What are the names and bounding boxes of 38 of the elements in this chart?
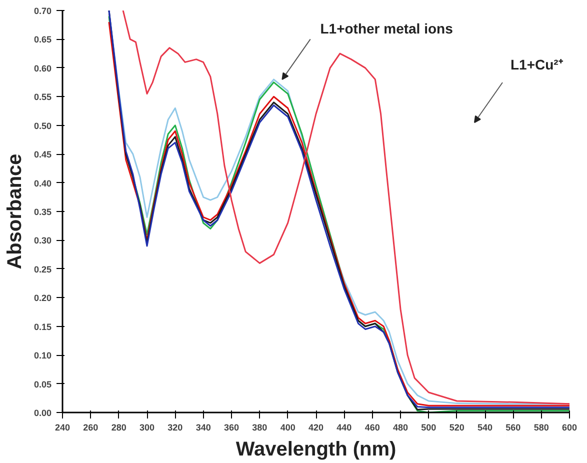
annotation: L1+Cu²⁺ <box>510 56 564 72</box>
y-tick-label: 0.40 <box>34 178 52 188</box>
y-tick-label: 0.65 <box>34 34 52 45</box>
x-tick-label: 440 <box>336 422 352 432</box>
x-tick-label: 400 <box>280 422 296 432</box>
y-tick-label: 0.25 <box>34 264 52 274</box>
x-tick-label: 480 <box>392 422 408 432</box>
x-tick-label: 340 <box>196 422 211 432</box>
y-axis-title: Absorbance <box>4 154 26 270</box>
y-tick-label: 0.05 <box>34 379 52 390</box>
x-tick-label: 320 <box>168 422 183 432</box>
y-tick-label: 0.45 <box>34 150 52 160</box>
x-tick-label: 380 <box>252 422 268 432</box>
x-tick-label: 420 <box>308 422 324 432</box>
x-tick-label: 540 <box>477 422 493 432</box>
x-tick-label: 520 <box>449 422 464 432</box>
y-tick-label: 0.70 <box>34 6 52 16</box>
y-tick-label: 0.00 <box>34 408 52 418</box>
x-tick-label: 300 <box>139 422 155 432</box>
x-tick-label: 240 <box>54 422 70 432</box>
y-tick-label: 0.55 <box>34 92 52 102</box>
y-tick-label: 0.30 <box>34 236 52 246</box>
x-tick-label: 360 <box>224 422 240 432</box>
x-tick-label: 600 <box>562 422 578 432</box>
x-tick-label: 500 <box>421 422 436 432</box>
x-axis-title: Wavelength (nm) <box>236 438 396 460</box>
y-tick-label: 0.15 <box>34 322 52 332</box>
y-tick-label: 0.50 <box>34 120 52 131</box>
x-tick-label: 460 <box>364 422 380 432</box>
x-tick-label: 580 <box>534 422 549 432</box>
annotation: L1+other metal ions <box>320 20 454 36</box>
x-tick-label: 280 <box>111 422 126 432</box>
y-tick-label: 0.10 <box>34 350 52 361</box>
x-tick-label: 260 <box>83 422 98 432</box>
x-tick-label: 560 <box>506 422 521 432</box>
y-tick-label: 0.35 <box>34 207 52 217</box>
y-tick-label: 0.60 <box>34 63 52 74</box>
y-tick-label: 0.20 <box>34 293 52 304</box>
